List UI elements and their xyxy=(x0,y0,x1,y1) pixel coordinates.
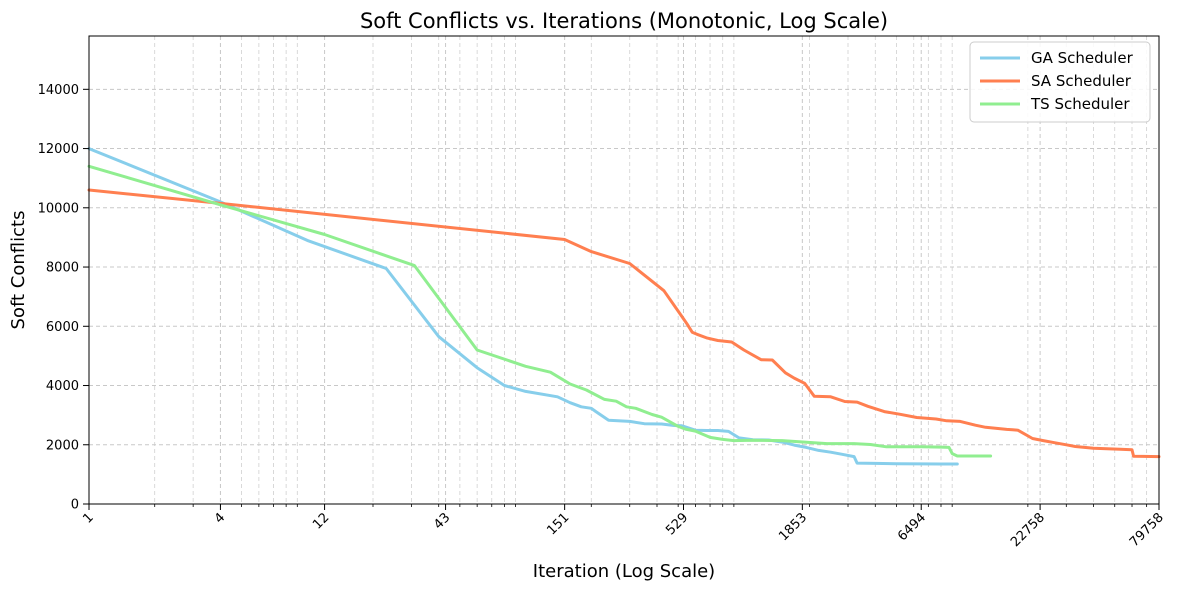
y-axis-title: Soft Conflicts xyxy=(8,211,29,330)
legend: GA Scheduler SA Scheduler TS Scheduler xyxy=(969,41,1151,123)
legend-label-ga: GA Scheduler xyxy=(1031,49,1134,67)
series-lines xyxy=(87,147,1161,466)
legend-label-sa: SA Scheduler xyxy=(1031,72,1132,90)
y-tick-label: 12000 xyxy=(38,142,79,157)
chart-title: Soft Conflicts vs. Iterations (Monotonic… xyxy=(360,9,888,33)
y-tick-label: 8000 xyxy=(46,261,79,276)
legend-box xyxy=(969,41,1151,123)
y-tick-label: 4000 xyxy=(46,379,79,394)
axes xyxy=(88,35,1160,505)
y-tick-label: 2000 xyxy=(46,438,79,453)
series-line-2 xyxy=(87,164,993,458)
y-tick-label: 0 xyxy=(71,498,79,513)
legend-label-ts: TS Scheduler xyxy=(1030,95,1130,113)
y-tick-label: 14000 xyxy=(38,83,79,98)
y-tick-label: 10000 xyxy=(38,201,79,216)
axes-frame xyxy=(88,35,1160,505)
y-tick-label: 6000 xyxy=(46,320,79,335)
x-axis-title: Iteration (Log Scale) xyxy=(533,561,715,582)
series-line-1 xyxy=(87,188,1161,459)
